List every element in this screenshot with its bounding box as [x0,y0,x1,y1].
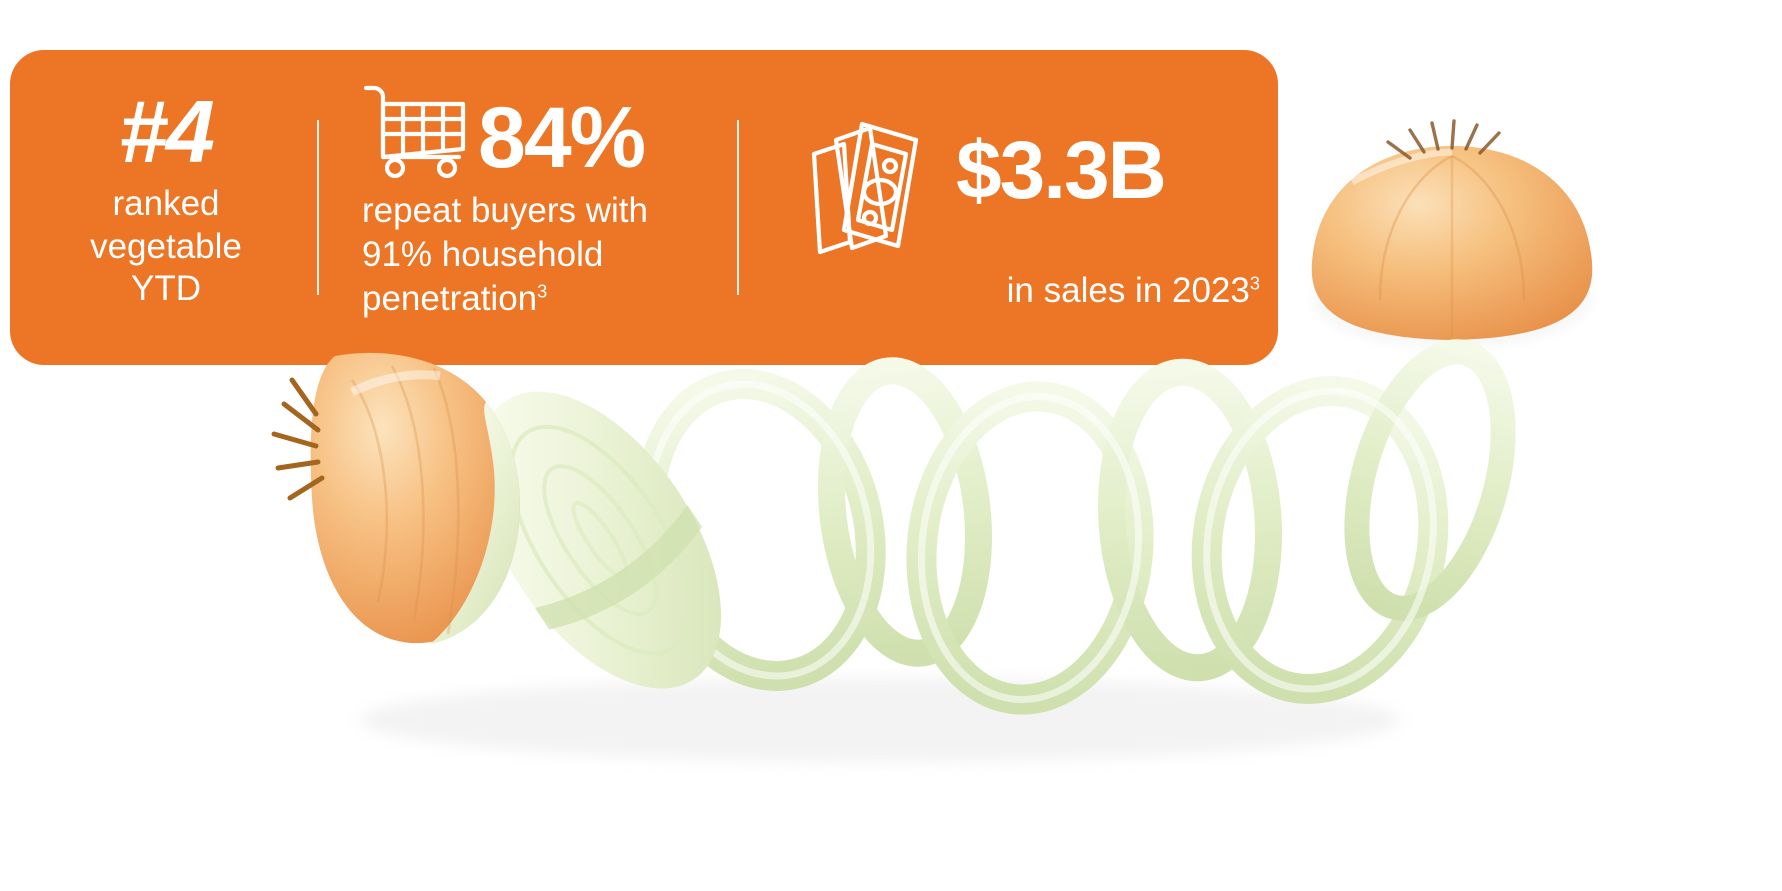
caption-line: 91% household [362,235,604,275]
shopping-cart-icon [362,82,468,183]
stat-caption-repeat: repeat buyers with 91% household penetra… [362,189,712,321]
stat-divider-1 [317,120,319,295]
half-onion-left [271,352,520,644]
stat-repeat-buyers: 84% repeat buyers with 91% household pen… [362,82,712,321]
footnote-marker: 3 [1249,273,1260,294]
stat-divider-2 [737,120,739,295]
onion-slice [478,391,722,689]
stat-panel [10,50,1278,365]
caption-line: YTD [131,269,201,309]
footnote-marker: 3 [537,281,548,302]
money-bills-icon [800,110,932,265]
stat-value-ranked: #4 [119,82,215,181]
caption-line: in sales in 20233 [1006,271,1260,310]
stat-value-sales: $3.3B [956,125,1167,216]
caption-line: repeat buyers with [362,191,648,230]
stat-annual-sales: $3.3B in sales in 20233 [800,110,1260,313]
caption-line: vegetable [90,226,242,266]
stat-caption-ranked: ranked vegetable YTD [30,183,302,311]
stat-value-repeat: 84% [478,90,646,186]
stat-caption-sales: in sales in 20233 [800,269,1260,313]
stat-ranked-vegetable: #4 ranked vegetable YTD [30,82,302,311]
caption-line: ranked [112,183,220,223]
caption-line: penetration3 [362,279,548,319]
half-onion-right [1311,119,1593,348]
onion-rings-spiral [634,339,1516,715]
